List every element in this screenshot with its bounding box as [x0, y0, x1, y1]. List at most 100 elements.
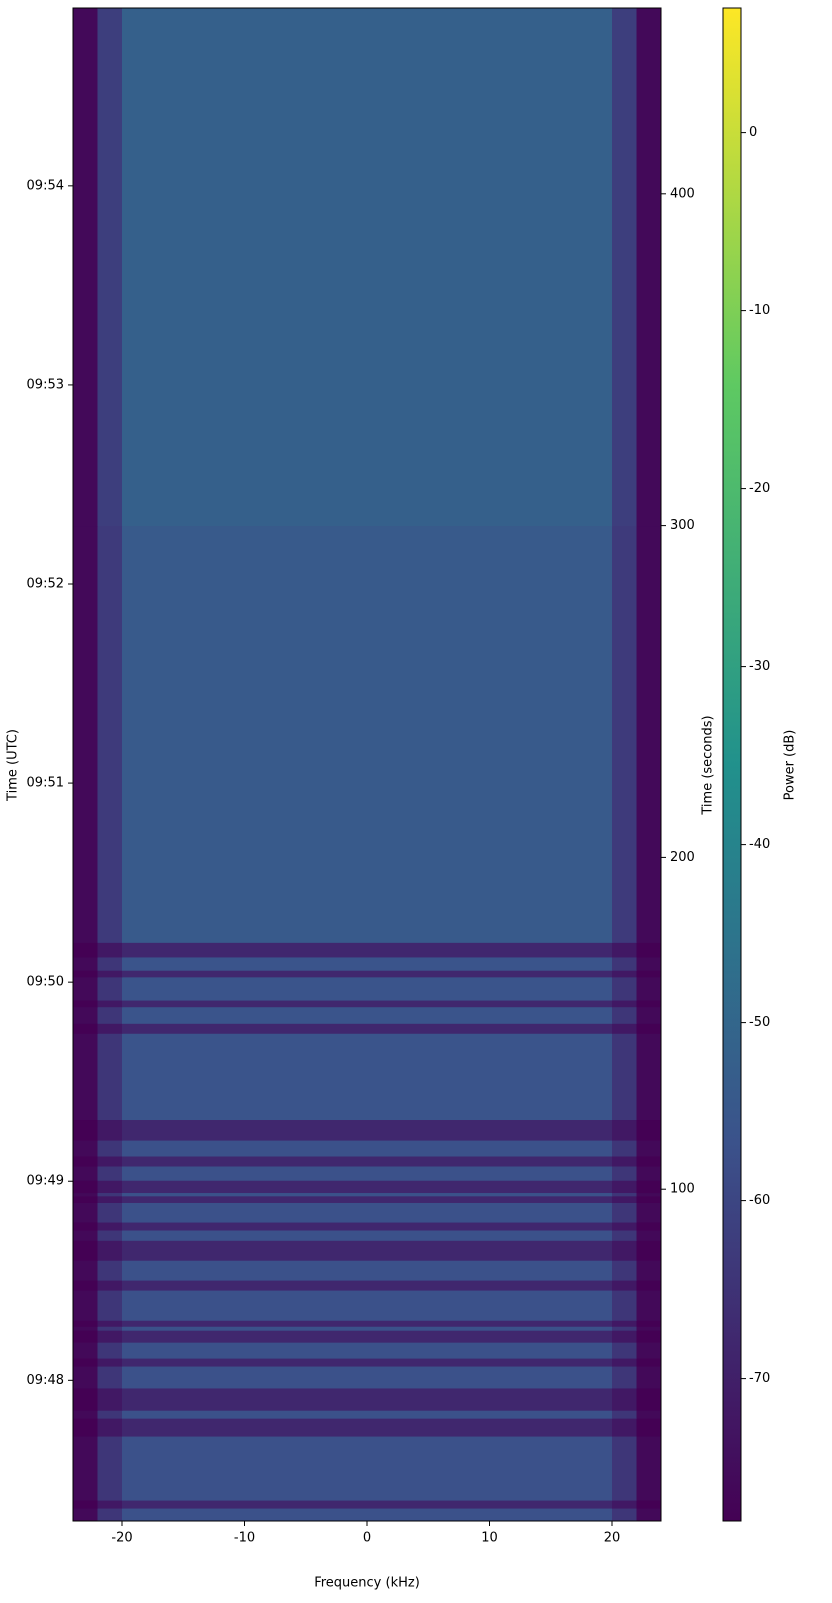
colorbar-tick-label: -20 [749, 481, 770, 496]
y-tick-label: 09:50 [27, 975, 64, 990]
heatmap-cell [122, 1387, 613, 1411]
heatmap-cell [122, 1165, 613, 1181]
heatmap-cell [636, 1280, 662, 1291]
heatmap-cell [73, 1330, 98, 1343]
heatmap-cell [97, 1280, 123, 1291]
heatmap-cell [612, 1023, 637, 1034]
heatmap-cell [636, 1260, 662, 1281]
heatmap-cell [97, 1418, 123, 1437]
y2-tick-label: 100 [670, 1182, 695, 1197]
x-axis-label: Frequency (kHz) [314, 1576, 420, 1591]
heatmap-cell [636, 1023, 662, 1034]
heatmap-cell [97, 1023, 123, 1034]
heatmap-cell [97, 1180, 123, 1194]
heatmap-cell [73, 1280, 98, 1291]
heatmap-cell [612, 1500, 637, 1509]
heatmap-cell [122, 1006, 613, 1024]
heatmap-cell [122, 1000, 613, 1008]
heatmap-cell [73, 1140, 98, 1157]
x-tick-label: 20 [604, 1531, 621, 1546]
heatmap-cell [612, 1508, 637, 1522]
heatmap-cell [636, 1230, 662, 1241]
colorbar-tick-label: -10 [749, 303, 770, 318]
heatmap-cell [97, 1508, 123, 1522]
heatmap-cell [122, 1280, 613, 1291]
heatmap-cell [636, 1330, 662, 1343]
heatmap-cell [73, 956, 98, 971]
y-tick-label: 09:52 [27, 577, 64, 592]
x-tick-label: -20 [111, 1531, 132, 1546]
heatmap-cell [612, 1000, 637, 1008]
heatmap-cell [122, 8, 613, 527]
heatmap-cell [122, 525, 613, 943]
heatmap-cell [636, 1320, 662, 1327]
y-tick-label: 09:51 [27, 776, 64, 791]
heatmap-cell [122, 1366, 613, 1389]
heatmap-cell [97, 1192, 123, 1197]
heatmap-cell [97, 1290, 123, 1321]
heatmap-cell [73, 1366, 98, 1389]
heatmap-cell [97, 1140, 123, 1157]
heatmap-cell [73, 1290, 98, 1321]
heatmap-cell [612, 976, 637, 1001]
heatmap-cell [97, 1500, 123, 1509]
heatmap-cell [97, 970, 123, 978]
heatmap-cell [122, 1240, 613, 1261]
x-tick-label: 10 [481, 1531, 498, 1546]
heatmap-cell [612, 1366, 637, 1389]
heatmap-cell [73, 976, 98, 1001]
heatmap-cell [97, 976, 123, 1001]
heatmap-cell [97, 1202, 123, 1223]
heatmap-cell [73, 1230, 98, 1241]
y-tick-label: 09:53 [27, 377, 64, 392]
heatmap-cell [612, 1140, 637, 1157]
heatmap-cell [122, 1195, 613, 1203]
heatmap-cell [73, 1156, 98, 1167]
heatmap-cell [73, 1500, 98, 1509]
heatmap-cell [73, 1260, 98, 1281]
colorbar-tick-label: -60 [749, 1193, 770, 1208]
heatmap-cell [612, 1320, 637, 1327]
heatmap-cell [612, 1342, 637, 1359]
heatmap-cell [636, 956, 662, 971]
heatmap-cell [122, 1320, 613, 1327]
heatmap-cell [122, 1230, 613, 1241]
heatmap-cell [636, 1326, 662, 1331]
heatmap-cell [636, 1006, 662, 1024]
heatmap-cell [636, 1387, 662, 1411]
heatmap-cell [122, 1119, 613, 1141]
heatmap-cell [73, 8, 98, 527]
heatmap-cell [636, 1410, 662, 1419]
heatmap-cell [122, 1500, 613, 1509]
heatmap-cell [612, 8, 637, 527]
heatmap-cell [612, 1180, 637, 1194]
heatmap-cell [636, 1222, 662, 1231]
heatmap-cell [97, 8, 123, 527]
heatmap-cell [73, 1202, 98, 1223]
heatmap-cell [636, 1436, 662, 1501]
heatmap-cell [612, 1280, 637, 1291]
heatmap-cell [612, 1436, 637, 1501]
heatmap-cell [97, 1165, 123, 1181]
heatmap-cell [73, 1195, 98, 1203]
heatmap-cell [122, 1330, 613, 1343]
heatmap-cell [612, 1387, 637, 1411]
heatmap-cell [122, 1260, 613, 1281]
heatmap-cell [73, 1000, 98, 1008]
heatmap-cell [97, 1006, 123, 1024]
heatmap-cell [612, 1330, 637, 1343]
heatmap-cell [73, 525, 98, 943]
heatmap-cell [636, 1165, 662, 1181]
heatmap-cell [636, 1240, 662, 1261]
heatmap-cell [636, 1192, 662, 1197]
y-tick-label: 09:54 [27, 178, 64, 193]
heatmap-cell [612, 1165, 637, 1181]
heatmap-cell [73, 1033, 98, 1121]
colorbar-tick-label: -30 [749, 659, 770, 674]
heatmap-cell [122, 1418, 613, 1437]
heatmap-cell [612, 1358, 637, 1367]
heatmap-cell [122, 1156, 613, 1167]
heatmap-cell [73, 1222, 98, 1231]
heatmap-cell [97, 1156, 123, 1167]
heatmap-cell [97, 1230, 123, 1241]
